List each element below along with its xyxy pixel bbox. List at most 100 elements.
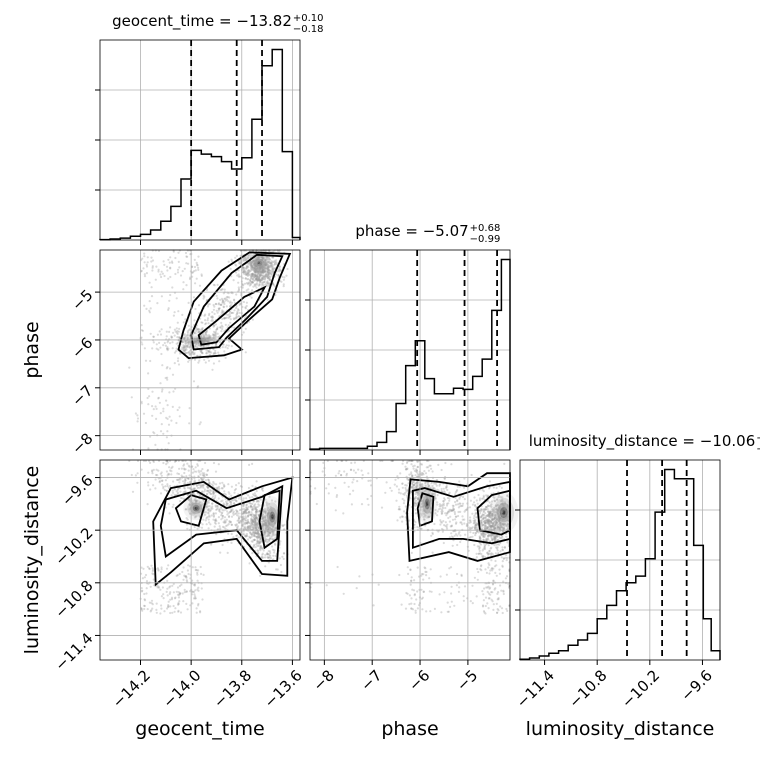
sample-point	[494, 559, 497, 563]
sample-point	[244, 270, 247, 273]
sample-point	[258, 273, 261, 276]
sample-point	[168, 299, 171, 302]
sample-point	[475, 556, 478, 559]
sample-point	[425, 570, 428, 574]
sample-point	[176, 478, 179, 481]
sample-point	[243, 257, 246, 260]
sample-point	[202, 335, 205, 339]
sample-point	[482, 524, 485, 527]
sample-point	[237, 315, 240, 318]
sample-point	[500, 589, 503, 592]
sample-point	[456, 485, 459, 488]
sample-point	[254, 279, 257, 282]
sample-point	[495, 505, 498, 508]
sample-point	[236, 519, 239, 522]
sample-point	[221, 508, 224, 511]
sample-point	[216, 504, 219, 508]
sample-point	[219, 326, 222, 329]
sample-point	[198, 486, 201, 489]
sample-point	[181, 313, 184, 316]
sample-point	[192, 468, 195, 471]
sample-point	[247, 281, 250, 284]
sample-point	[184, 348, 187, 351]
sample-point	[206, 337, 209, 340]
sample-point	[463, 518, 466, 521]
sample-point	[166, 366, 169, 369]
sample-point	[262, 257, 265, 260]
sample-point	[462, 495, 465, 499]
density-region	[258, 262, 261, 265]
sample-point	[261, 269, 264, 272]
sample-point	[181, 570, 184, 574]
sample-point	[193, 597, 196, 600]
sample-point	[488, 563, 491, 567]
sample-point	[223, 317, 226, 320]
sample-point	[488, 572, 491, 575]
sample-point	[479, 516, 483, 519]
sample-point	[417, 490, 420, 493]
sample-point	[222, 292, 225, 295]
sample-point	[149, 461, 152, 464]
sample-point	[255, 270, 258, 273]
sample-point	[226, 347, 229, 350]
sample-point	[427, 505, 430, 508]
sample-point	[254, 269, 257, 272]
sample-point	[410, 597, 413, 600]
sample-point	[498, 506, 501, 509]
sample-point	[205, 331, 208, 334]
sample-point	[199, 565, 202, 569]
sample-point	[500, 537, 503, 540]
sample-point	[159, 588, 162, 591]
sample-point	[194, 269, 197, 272]
sample-point	[194, 589, 197, 592]
sample-point	[148, 281, 151, 284]
sample-point	[162, 344, 165, 347]
sample-point	[166, 347, 169, 350]
sample-point	[234, 256, 237, 259]
sample-point	[194, 504, 197, 508]
sample-point	[384, 491, 387, 494]
sample-point	[187, 342, 190, 345]
sample-point	[200, 503, 203, 506]
sample-point	[410, 471, 413, 474]
sample-point	[261, 489, 265, 492]
sample-point	[260, 271, 263, 274]
sample-point	[416, 590, 419, 593]
sample-point	[227, 491, 230, 494]
sample-point	[349, 468, 352, 471]
sample-point	[255, 260, 258, 264]
sample-point	[201, 328, 204, 331]
title-text: luminosity_distance = −10.06	[529, 432, 756, 451]
sample-point	[265, 263, 268, 266]
sample-point	[212, 512, 215, 515]
sample-point	[261, 279, 264, 282]
sample-point	[258, 258, 262, 261]
sample-point	[350, 503, 353, 506]
sample-point	[260, 546, 263, 549]
sample-point	[196, 264, 199, 267]
sample-point	[347, 485, 350, 488]
sample-point	[232, 536, 235, 539]
sample-point	[193, 358, 197, 361]
sample-point	[506, 503, 510, 507]
sample-point	[357, 468, 360, 471]
sample-point	[431, 484, 434, 488]
sample-point	[463, 510, 466, 513]
sample-point	[262, 264, 265, 267]
sample-point	[252, 520, 255, 524]
sample-point	[145, 580, 149, 583]
sample-point	[499, 516, 502, 519]
sample-point	[263, 264, 267, 267]
sample-point	[268, 260, 271, 263]
sample-point	[265, 263, 268, 266]
sample-point	[197, 304, 201, 307]
sample-point	[263, 270, 266, 273]
sample-point	[229, 305, 232, 308]
sample-point	[410, 576, 413, 579]
sample-point	[446, 523, 449, 526]
sample-point	[200, 273, 203, 276]
sample-point	[402, 502, 405, 505]
sample-point	[253, 261, 256, 265]
sample-point	[261, 256, 264, 259]
sample-point	[247, 494, 250, 497]
